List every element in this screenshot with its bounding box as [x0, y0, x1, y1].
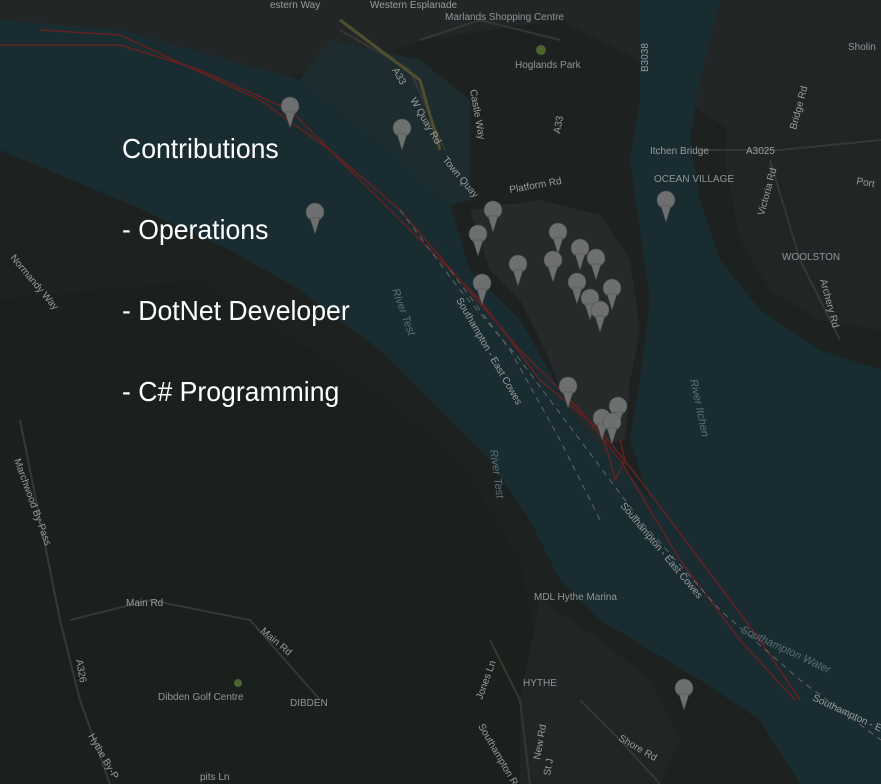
label-hythe: HYTHE [523, 678, 557, 689]
label-sholing: Sholin [848, 42, 876, 53]
map-markers [280, 96, 694, 711]
map-pin-icon[interactable] [483, 200, 503, 233]
map-pin-icon[interactable] [558, 376, 578, 409]
label-dibden-golf: Dibden Golf Centre [158, 692, 244, 703]
map-pin-icon[interactable] [656, 190, 676, 223]
map-pin-icon[interactable] [508, 254, 528, 287]
west-woodland [0, 280, 540, 784]
label-woolston: WOOLSTON [782, 252, 840, 263]
map-pin-icon[interactable] [602, 278, 622, 311]
label-b3038: B3038 [640, 43, 651, 72]
ferry-lane [399, 209, 881, 741]
map-pin-icon[interactable] [468, 224, 488, 257]
map-pin-icon[interactable] [570, 238, 590, 271]
label-dibden: DIBDEN [290, 698, 328, 709]
map-pin-icon[interactable] [548, 222, 568, 255]
map-pin-icon[interactable] [305, 202, 325, 235]
park-icon [536, 45, 546, 55]
map-pin-icon[interactable] [472, 273, 492, 306]
contributions-heading: Contributions [122, 133, 279, 164]
map-pin-icon[interactable] [280, 96, 300, 129]
map-pin-icon[interactable] [392, 118, 412, 151]
river-test-water [0, 20, 881, 784]
docks-water [300, 40, 470, 205]
a33-road [339, 18, 442, 151]
label-main-rd-1: Main Rd [126, 598, 163, 609]
map-pin-icon[interactable] [590, 300, 610, 333]
contribution-item-operations: - Operations [122, 214, 269, 245]
woolston-area [725, 0, 881, 330]
label-portsmouth-rd: Port [855, 176, 875, 190]
label-marlands: Marlands Shopping Centre [445, 12, 564, 23]
map-pin-icon[interactable] [543, 250, 563, 283]
map-pin-icon[interactable] [567, 272, 587, 305]
contribution-item-dotnet: - DotNet Developer [122, 295, 350, 326]
label-hoglands: Hoglands Park [515, 60, 582, 71]
golf-icon [234, 679, 242, 687]
map-pin-icon[interactable] [586, 248, 606, 281]
label-hythe-marina: MDL Hythe Marina [534, 592, 617, 603]
hythe-area [520, 600, 680, 784]
label-pits-ln: pits Ln [200, 772, 229, 783]
label-a3025: A3025 [746, 146, 775, 157]
label-ocean-village: OCEAN VILLAGE [654, 174, 734, 185]
label-a33-east: A33 [552, 115, 566, 135]
map-pin-icon[interactable] [602, 412, 622, 445]
vessel-routes [0, 29, 801, 701]
label-a326: A326 [73, 659, 88, 684]
map-pin-icon[interactable] [674, 678, 694, 711]
contributions-panel: Contributions - Operations - DotNet Deve… [122, 108, 350, 432]
label-st-johns: St J [542, 758, 556, 777]
label-western-way: estern Way [270, 0, 320, 11]
contribution-item-csharp: - C# Programming [122, 376, 340, 407]
label-western-esplanade: Western Esplanade [370, 0, 458, 11]
river-itchen-water [630, 0, 881, 700]
label-itchen-bridge: Itchen Bridge [650, 146, 709, 157]
